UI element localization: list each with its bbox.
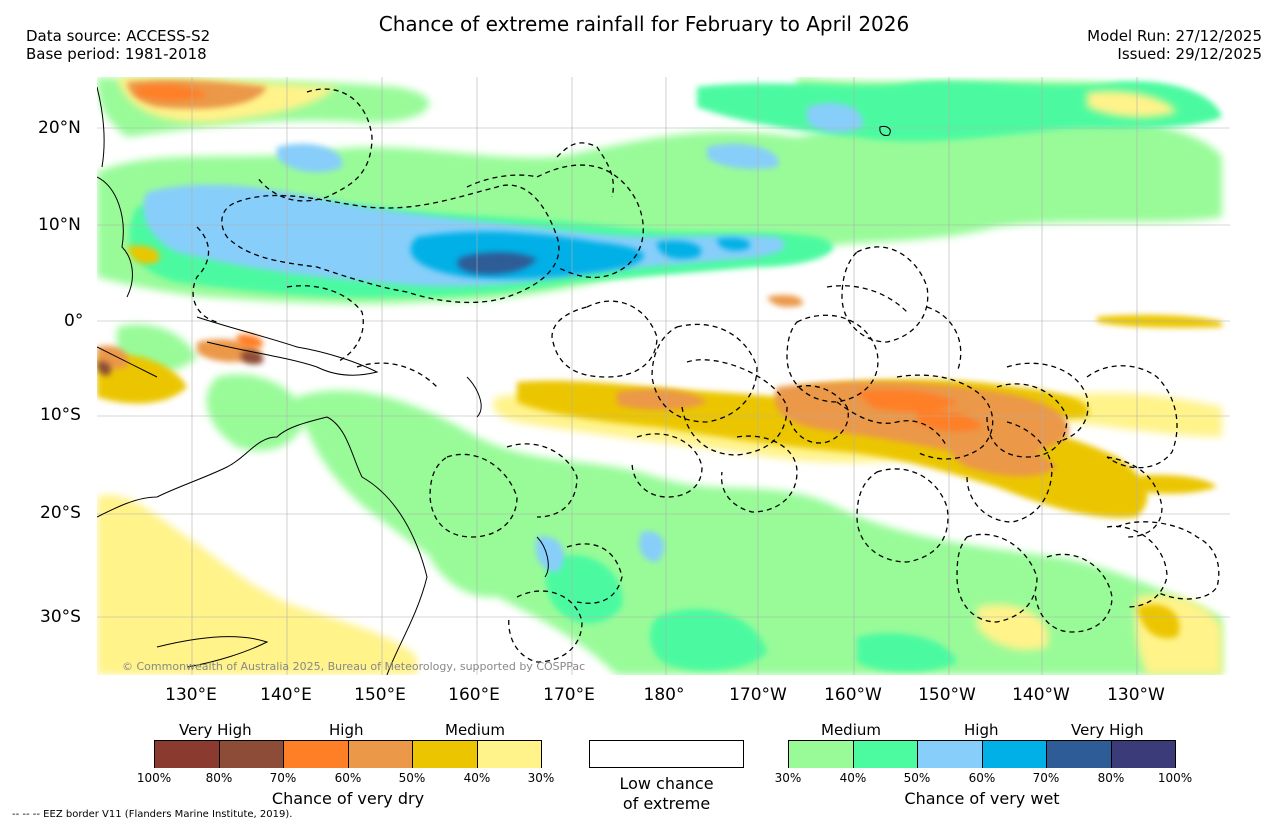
low-chance-swatch (589, 740, 744, 768)
forecast-map[interactable] (97, 77, 1230, 675)
lon-label-150e: 150°E (354, 685, 406, 705)
dry-swatch-70-60 (284, 741, 349, 768)
lon-label-180: 180° (643, 685, 685, 705)
lon-label-160e: 160°E (448, 685, 500, 705)
dry-pct-70: 70% (269, 771, 297, 785)
dry-category-medium: Medium (445, 721, 505, 739)
lon-label-170e: 170°E (543, 685, 595, 705)
dry-swatch-100-80 (155, 741, 220, 768)
dry-pct-30: 30% (527, 771, 555, 785)
lon-label-140e: 140°E (260, 685, 312, 705)
wet-pct-60: 60% (968, 771, 996, 785)
wet-swatch-50-60 (918, 741, 983, 768)
dry-swatch-80-70 (220, 741, 284, 768)
wet-swatch-40-50 (854, 741, 918, 768)
coastlines (97, 86, 891, 675)
low-chance-label: Low chance of extreme (589, 774, 744, 814)
wet-pct-50: 50% (903, 771, 931, 785)
lat-label-10n: 10°N (38, 215, 81, 235)
lat-label-20n: 20°N (38, 118, 81, 138)
eez-border-note: -- -- -- EEZ border V11 (Flanders Marine… (12, 809, 293, 820)
lon-label-130w: 130°W (1107, 685, 1165, 705)
dry-colorbar (154, 740, 542, 768)
low-chance-line2: of extreme (622, 794, 711, 813)
issued-date: Issued: 29/12/2025 (1117, 45, 1262, 63)
meta-left: Data source: ACCESS-S2 Base period: 1981… (26, 27, 210, 63)
lon-label-130e: 130°E (165, 685, 217, 705)
lat-label-30s: 30°S (40, 607, 81, 627)
wet-medium-region-south (117, 324, 1222, 675)
lon-label-160w: 160°W (824, 685, 882, 705)
dry-pct-50: 50% (398, 771, 426, 785)
graticule (97, 77, 1230, 675)
dry-category-high: High (329, 721, 364, 739)
model-run: Model Run: 27/12/2025 (1087, 27, 1262, 45)
eez-borders (192, 88, 1220, 663)
meta-right: Model Run: 27/12/2025 Issued: 29/12/2025 (1087, 27, 1262, 63)
wet-category-medium: Medium (821, 721, 881, 739)
low-chance-line1: Low chance (619, 774, 714, 793)
dry-swatch-40-30 (478, 741, 541, 768)
wet-colorbar (788, 740, 1176, 768)
copyright-notice: © Commonwealth of Australia 2025, Bureau… (122, 660, 586, 673)
dry-category-very-high: Very High (179, 721, 252, 739)
wet-swatch-60-70 (983, 741, 1047, 768)
dry-pct-100: 100% (136, 771, 172, 785)
wet-category-very-high: Very High (1071, 721, 1144, 739)
lon-label-140w: 140°W (1012, 685, 1070, 705)
wet-swatch-80-100 (1112, 741, 1175, 768)
wet-pct-70: 70% (1032, 771, 1060, 785)
wet-pct-80: 80% (1097, 771, 1125, 785)
data-source: Data source: ACCESS-S2 (26, 27, 211, 45)
lon-label-170w: 170°W (729, 685, 787, 705)
dry-pct-40: 40% (463, 771, 491, 785)
base-period: Base period: 1981-2018 (26, 45, 207, 63)
wet-pct-30: 30% (774, 771, 802, 785)
wet-swatch-30-40 (789, 741, 854, 768)
lon-label-150w: 150°W (918, 685, 976, 705)
lat-label-10s: 10°S (40, 405, 81, 425)
wet-legend-label: Chance of very wet (904, 789, 1060, 808)
dry-swatch-60-50 (349, 741, 413, 768)
lat-label-20s: 20°S (40, 503, 81, 523)
lat-label-0: 0° (64, 311, 84, 331)
dry-pct-60: 60% (334, 771, 362, 785)
dry-very-high (97, 350, 264, 376)
chart-title: Chance of extreme rainfall for February … (378, 12, 910, 36)
wet-category-high: High (964, 721, 999, 739)
wet-swatch-70-80 (1047, 741, 1112, 768)
dry-pct-80: 80% (205, 771, 233, 785)
wet-pct-100: 100% (1157, 771, 1193, 785)
dry-swatch-50-40 (413, 741, 478, 768)
dry-legend-label: Chance of very dry (271, 789, 425, 808)
rainfall-probability-layer (97, 77, 1222, 675)
wet-pct-40: 40% (839, 771, 867, 785)
